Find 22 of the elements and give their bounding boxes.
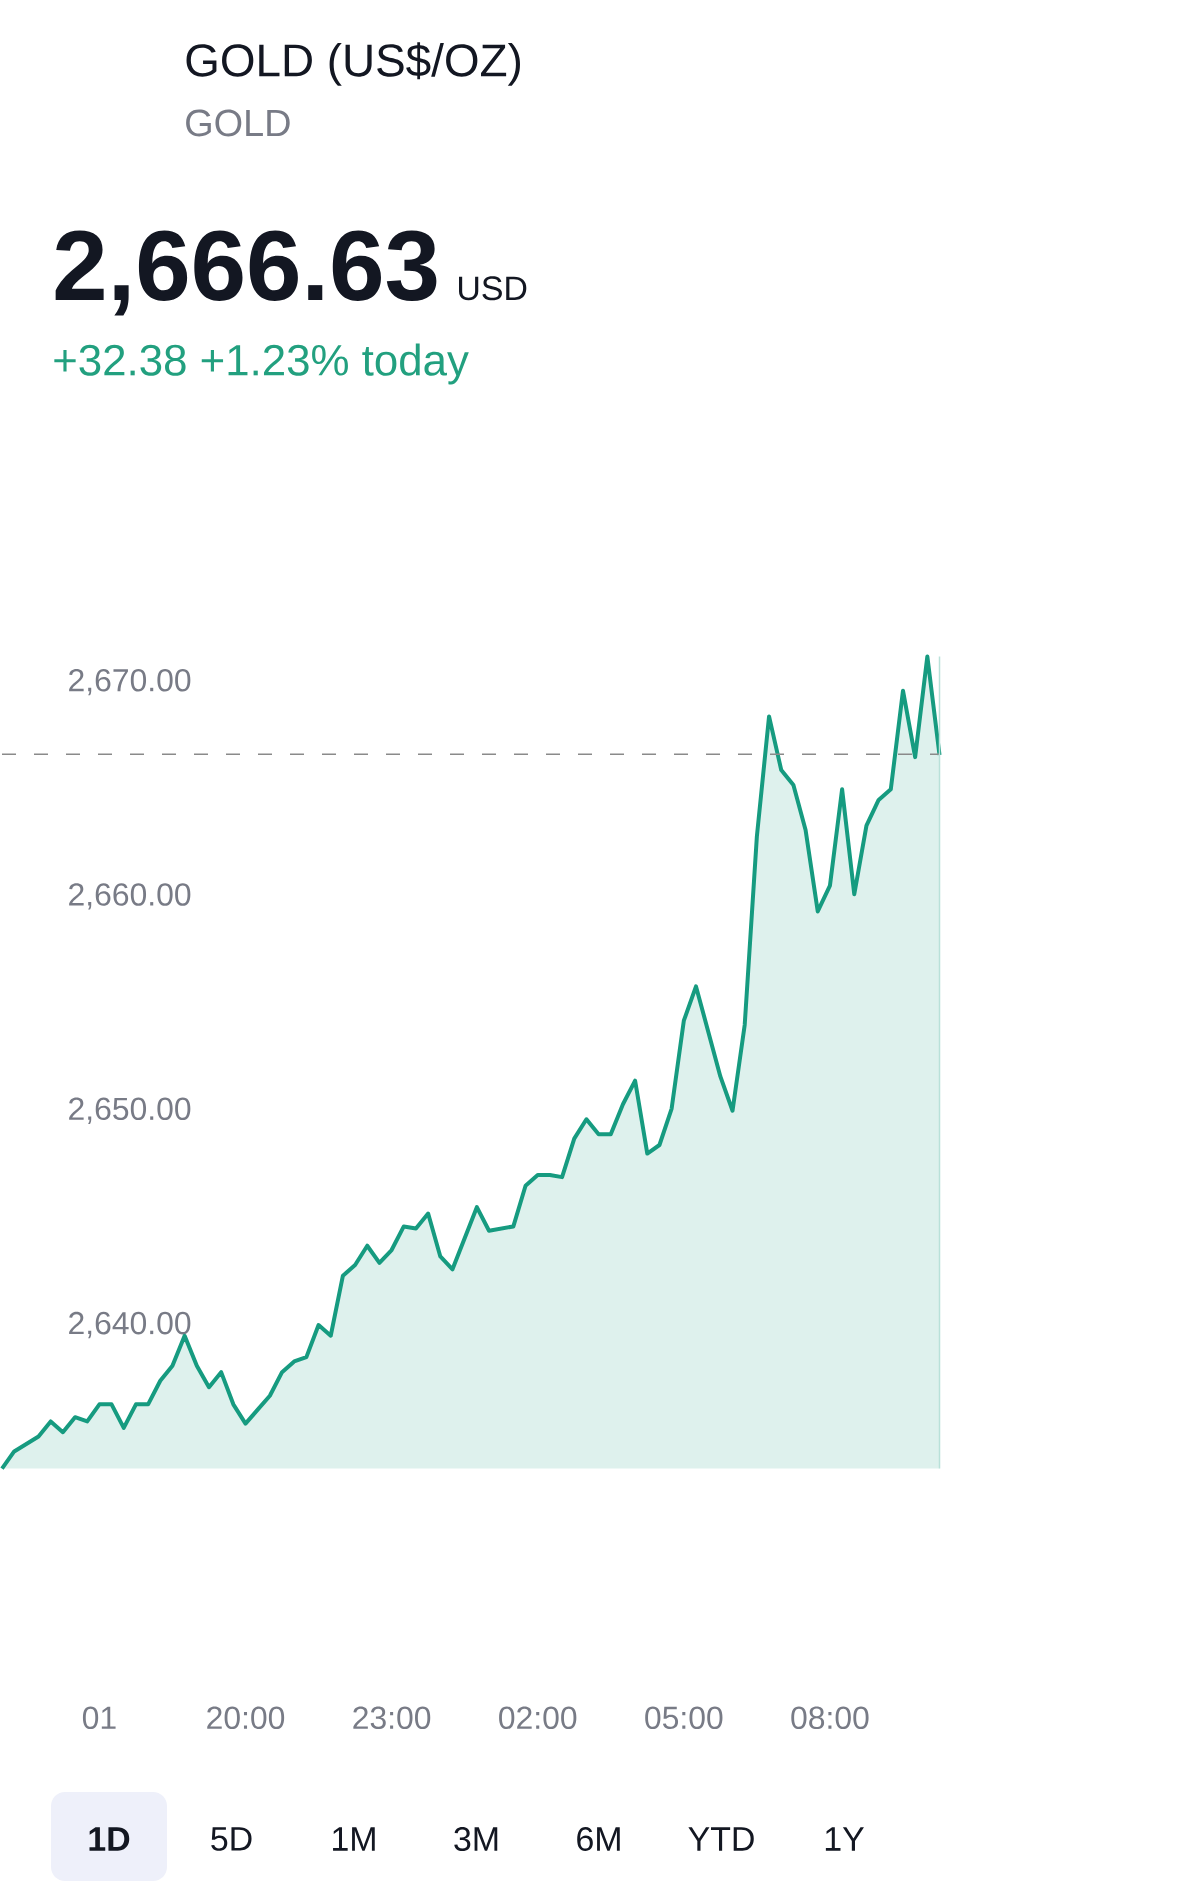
text: 1M bbox=[333, 1827, 375, 1851]
x-tick-label: 02:00 bbox=[499, 1706, 577, 1730]
text: 1Y bbox=[825, 1827, 864, 1851]
text: 2,666.63 bbox=[55, 230, 437, 316]
x-tick-label: 23:00 bbox=[353, 1706, 431, 1730]
x-tick-label: 05:00 bbox=[645, 1706, 723, 1730]
x-tick-label: 20:00 bbox=[207, 1706, 285, 1730]
y-tick-label: 2,640.00 bbox=[69, 1311, 191, 1339]
x-tick-label: 08:00 bbox=[791, 1706, 869, 1730]
text: +32.38 +1.23% today bbox=[54, 343, 469, 385]
text: 6M bbox=[577, 1827, 620, 1851]
y-tick-label: 2,670.00 bbox=[69, 668, 191, 696]
text: 5D bbox=[211, 1827, 252, 1851]
y-tick-label: 2,650.00 bbox=[69, 1097, 191, 1124]
y-tick-label: 2,660.00 bbox=[69, 883, 191, 910]
text: YTD bbox=[688, 1827, 754, 1851]
chart-subtitle: GOLD bbox=[186, 109, 290, 137]
text: 1D bbox=[89, 1827, 130, 1851]
x-tick-label: 01 bbox=[82, 1706, 116, 1730]
text: 3M bbox=[454, 1827, 498, 1851]
chart-title: GOLD (US$/OZ) bbox=[186, 42, 520, 86]
text: USD bbox=[459, 276, 527, 301]
